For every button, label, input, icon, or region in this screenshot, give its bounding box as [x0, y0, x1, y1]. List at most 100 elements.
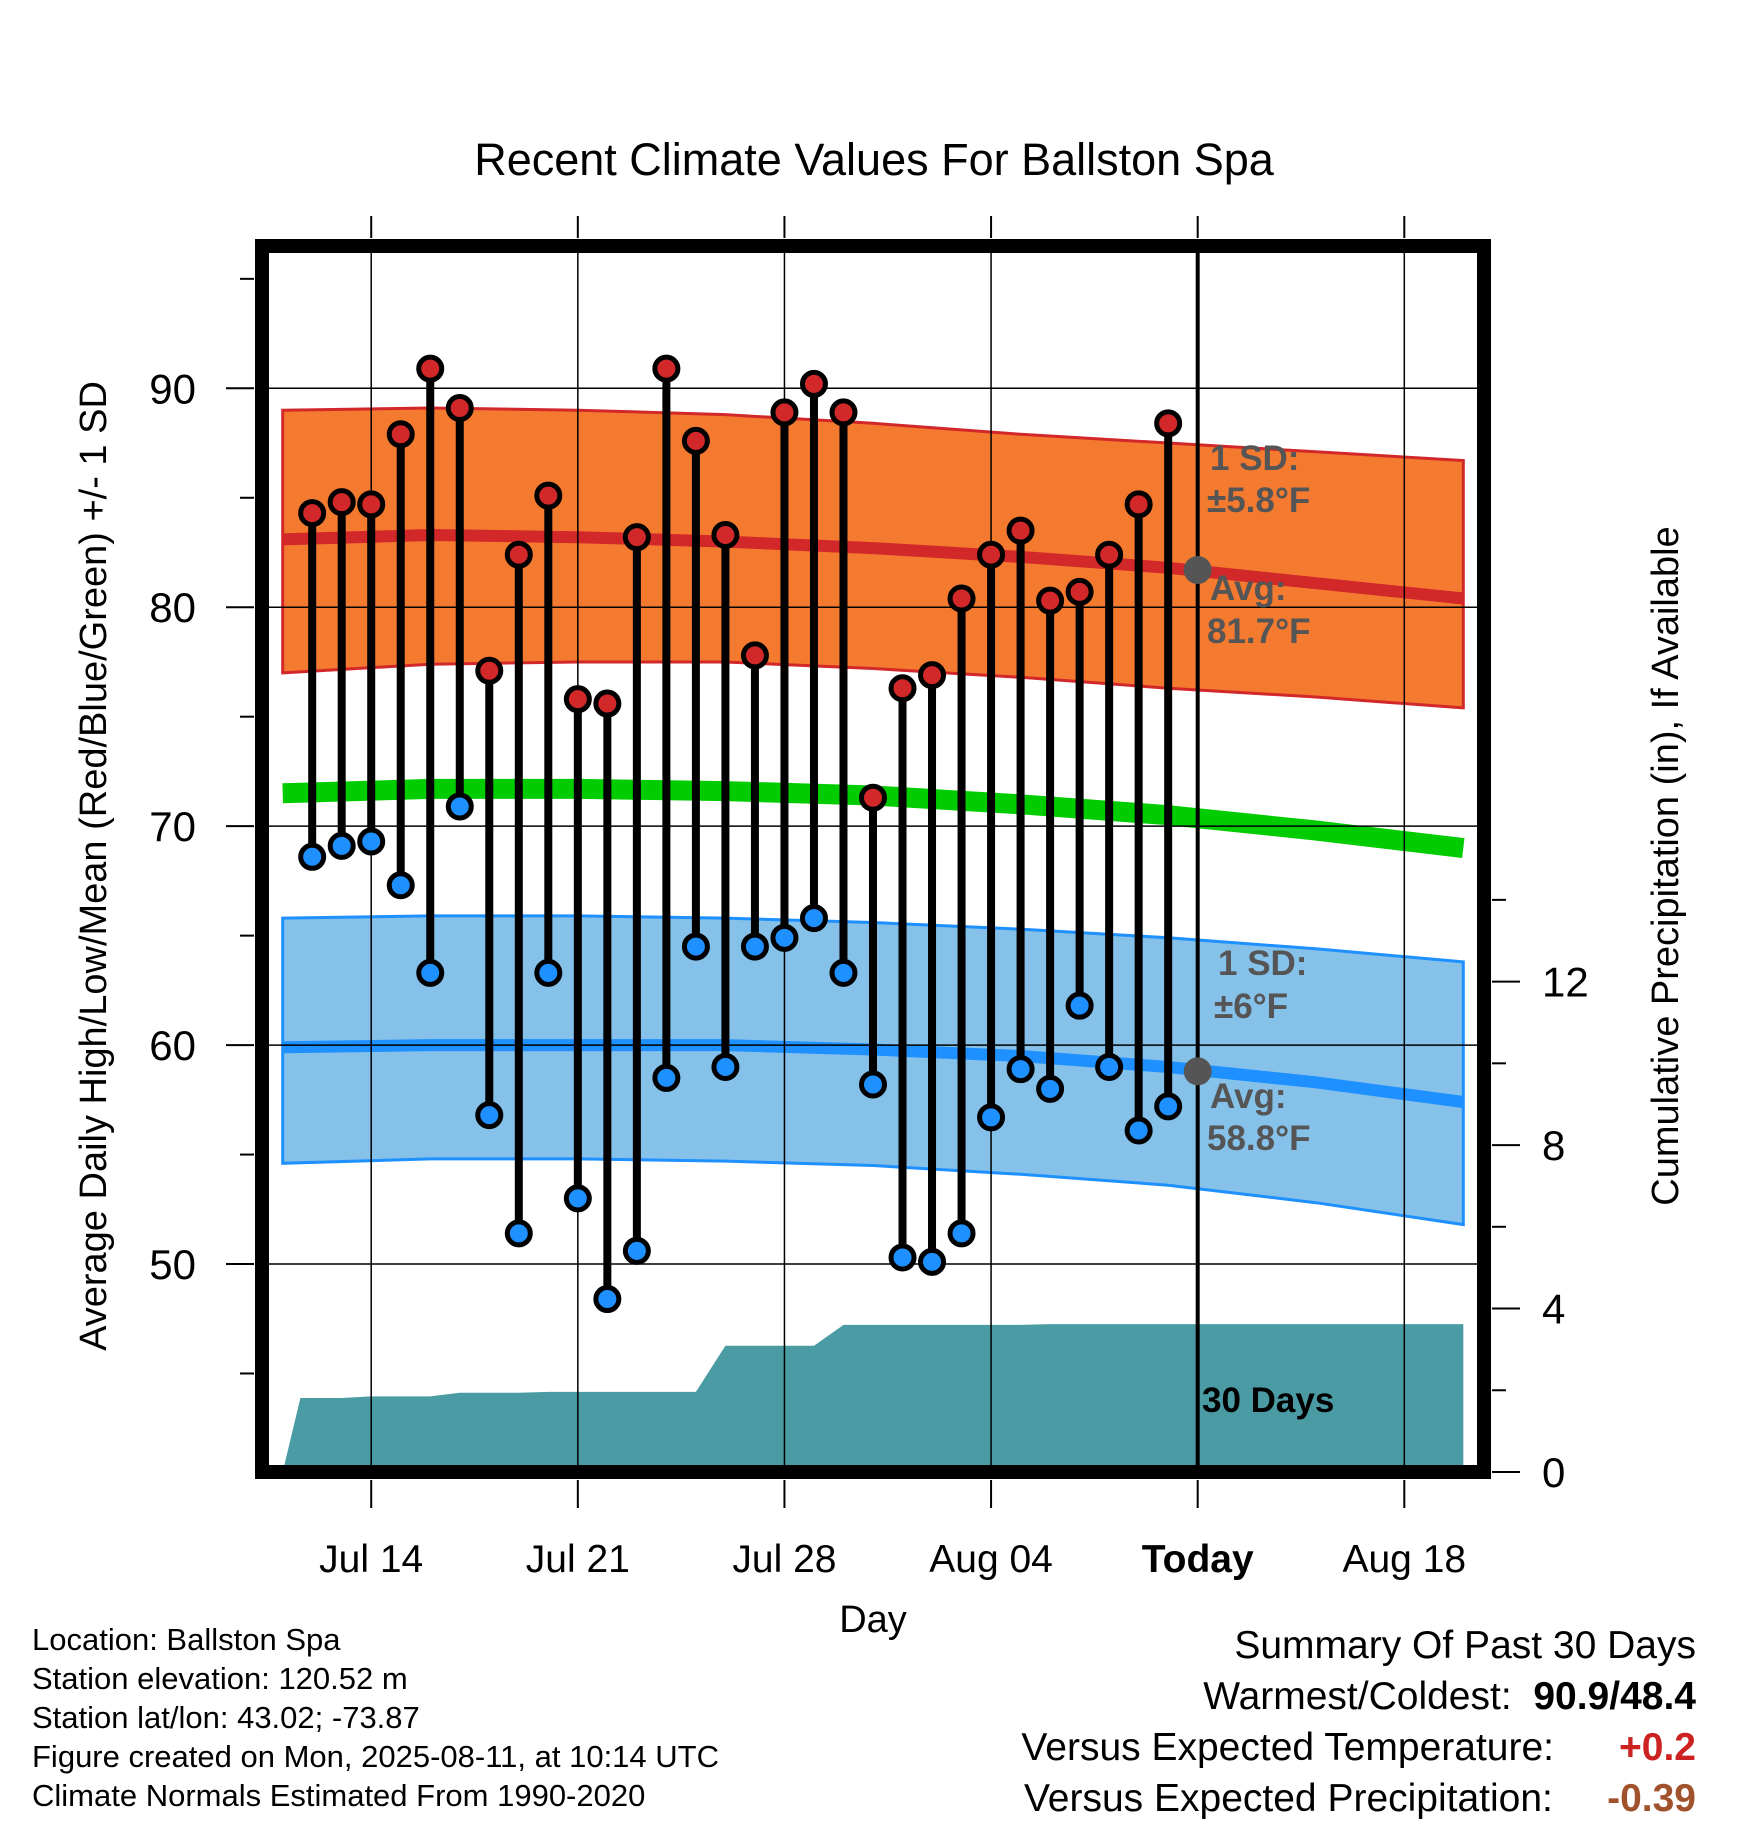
- daily-high-point: [770, 398, 799, 427]
- normal-high-line: [282, 528, 1464, 605]
- daily-low-point: [799, 904, 828, 933]
- summary-panel: Summary Of Past 30 Days Warmest/Coldest:…: [1021, 1620, 1696, 1824]
- daily-high-point: [1036, 586, 1065, 615]
- low-avg-label: Avg:: [1210, 1077, 1286, 1116]
- precip-value: -0.39: [1607, 1777, 1696, 1820]
- daily-high-point: [622, 523, 651, 552]
- daily-high-point: [298, 499, 327, 528]
- daily-high-point: [1095, 540, 1124, 569]
- daily-low-point: [1065, 991, 1094, 1020]
- precip-label: Versus Expected Precipitation:: [1023, 1777, 1553, 1820]
- daily-low-point: [298, 842, 327, 871]
- daily-low-point: [416, 958, 445, 987]
- daily-low-point: [1095, 1052, 1124, 1081]
- high-avg-value: 81.7°F: [1207, 612, 1311, 651]
- today-window-label: 30 Days: [1202, 1381, 1334, 1420]
- high-sd-label: 1 SD:: [1210, 439, 1299, 478]
- info-created: Figure created on Mon, 2025-08-11, at 10…: [32, 1739, 719, 1774]
- daily-high-point: [652, 354, 681, 383]
- daily-low-point: [475, 1101, 504, 1130]
- x-tick-label: Jul 21: [526, 1538, 630, 1581]
- y2-tick-label: 12: [1542, 959, 1589, 1006]
- temp-label: Versus Expected Temperature:: [1021, 1726, 1554, 1769]
- daily-high-point: [327, 488, 356, 517]
- daily-high-point: [504, 540, 533, 569]
- daily-low-point: [622, 1236, 651, 1265]
- y2-tick-label: 8: [1542, 1122, 1565, 1169]
- daily-low-point: [947, 1219, 976, 1248]
- daily-low-point: [386, 871, 415, 900]
- daily-low-point: [770, 923, 799, 952]
- daily-low-point: [504, 1219, 533, 1248]
- daily-high-point: [357, 490, 386, 519]
- y2-axis-label: Cumulative Precipitation (in), If Availa…: [1645, 526, 1687, 1205]
- daily-low-point: [357, 827, 386, 856]
- daily-high-point: [888, 674, 917, 703]
- daily-high-point: [416, 354, 445, 383]
- daily-low-point: [1154, 1092, 1183, 1121]
- summary-warm-cold: Warmest/Coldest: 90.9/48.4: [1021, 1671, 1696, 1722]
- daily-high-point: [918, 661, 947, 690]
- low-sd-label: 1 SD:: [1218, 944, 1307, 983]
- daily-high-point: [859, 783, 887, 812]
- x-tick-label: Jul 14: [319, 1538, 423, 1581]
- y-tick-label: 50: [149, 1241, 196, 1288]
- daily-low-point: [859, 1070, 887, 1099]
- x-tick-label: Jul 28: [732, 1538, 836, 1581]
- daily-low-point: [740, 932, 769, 961]
- daily-high-point: [1006, 516, 1035, 545]
- daily-low-point: [888, 1243, 917, 1272]
- y2-tick-label: 4: [1542, 1286, 1565, 1333]
- daily-high-point: [534, 481, 563, 510]
- high-sd-value: ±5.8°F: [1207, 481, 1310, 520]
- info-elevation: Station elevation: 120.52 m: [32, 1661, 408, 1696]
- station-info: Location: Ballston Spa Station elevation…: [32, 1620, 719, 1815]
- daily-low-point: [681, 932, 710, 961]
- x-axis-label: Day: [839, 1599, 907, 1641]
- daily-high-point: [1124, 490, 1153, 519]
- daily-high-point: [1065, 577, 1094, 606]
- today-window-text: 30 Days: [1202, 1381, 1334, 1420]
- daily-high-point: [386, 420, 415, 449]
- daily-high-point: [977, 540, 1006, 569]
- plot-frame: [255, 239, 1491, 1479]
- y-axis-label: Average Daily High/Low/Mean (Red/Blue/Gr…: [73, 381, 115, 1351]
- daily-low-point: [534, 958, 563, 987]
- daily-low-point: [918, 1247, 947, 1276]
- chart-title: Recent Climate Values For Ballston Spa: [474, 134, 1275, 185]
- info-latlon: Station lat/lon: 43.02; -73.87: [32, 1700, 420, 1735]
- daily-low-point: [711, 1052, 740, 1081]
- daily-low-point: [445, 792, 474, 821]
- daily-low-point: [563, 1184, 592, 1213]
- warm-cold-value: 90.9/48.4: [1533, 1675, 1696, 1718]
- y-tick-label: 60: [149, 1022, 196, 1069]
- daily-high-point: [445, 394, 474, 423]
- daily-high-point: [681, 426, 710, 455]
- daily-high-point: [711, 520, 740, 549]
- low-avg-value: 58.8°F: [1207, 1119, 1311, 1158]
- daily-low-point: [829, 958, 858, 987]
- daily-low-point: [652, 1063, 681, 1092]
- temp-value: +0.2: [1619, 1726, 1696, 1769]
- daily-low-point: [977, 1103, 1006, 1132]
- daily-high-point: [829, 398, 858, 427]
- summary-temp: Versus Expected Temperature: +0.2: [1021, 1722, 1696, 1773]
- y-tick-label: 90: [149, 365, 196, 412]
- summary-heading: Summary Of Past 30 Days: [1234, 1624, 1696, 1667]
- high-avg-label: Avg:: [1210, 569, 1286, 608]
- daily-low-point: [1124, 1116, 1153, 1145]
- summary-precip: Versus Expected Precipitation: -0.39: [1021, 1773, 1696, 1824]
- daily-high-point: [593, 689, 622, 718]
- warm-cold-label: Warmest/Coldest:: [1203, 1675, 1512, 1718]
- x-tick-label: Aug 04: [929, 1538, 1053, 1581]
- x-tick-label: Aug 18: [1342, 1538, 1466, 1581]
- x-tick-label: Today: [1142, 1538, 1254, 1581]
- daily-high-point: [799, 369, 828, 398]
- daily-low-point: [593, 1285, 622, 1314]
- y-tick-label: 70: [149, 803, 196, 850]
- info-normals: Climate Normals Estimated From 1990-2020: [32, 1778, 646, 1813]
- low-sd-value: ±6°F: [1214, 987, 1288, 1026]
- daily-high-point: [1154, 409, 1183, 438]
- daily-high-point: [740, 641, 769, 670]
